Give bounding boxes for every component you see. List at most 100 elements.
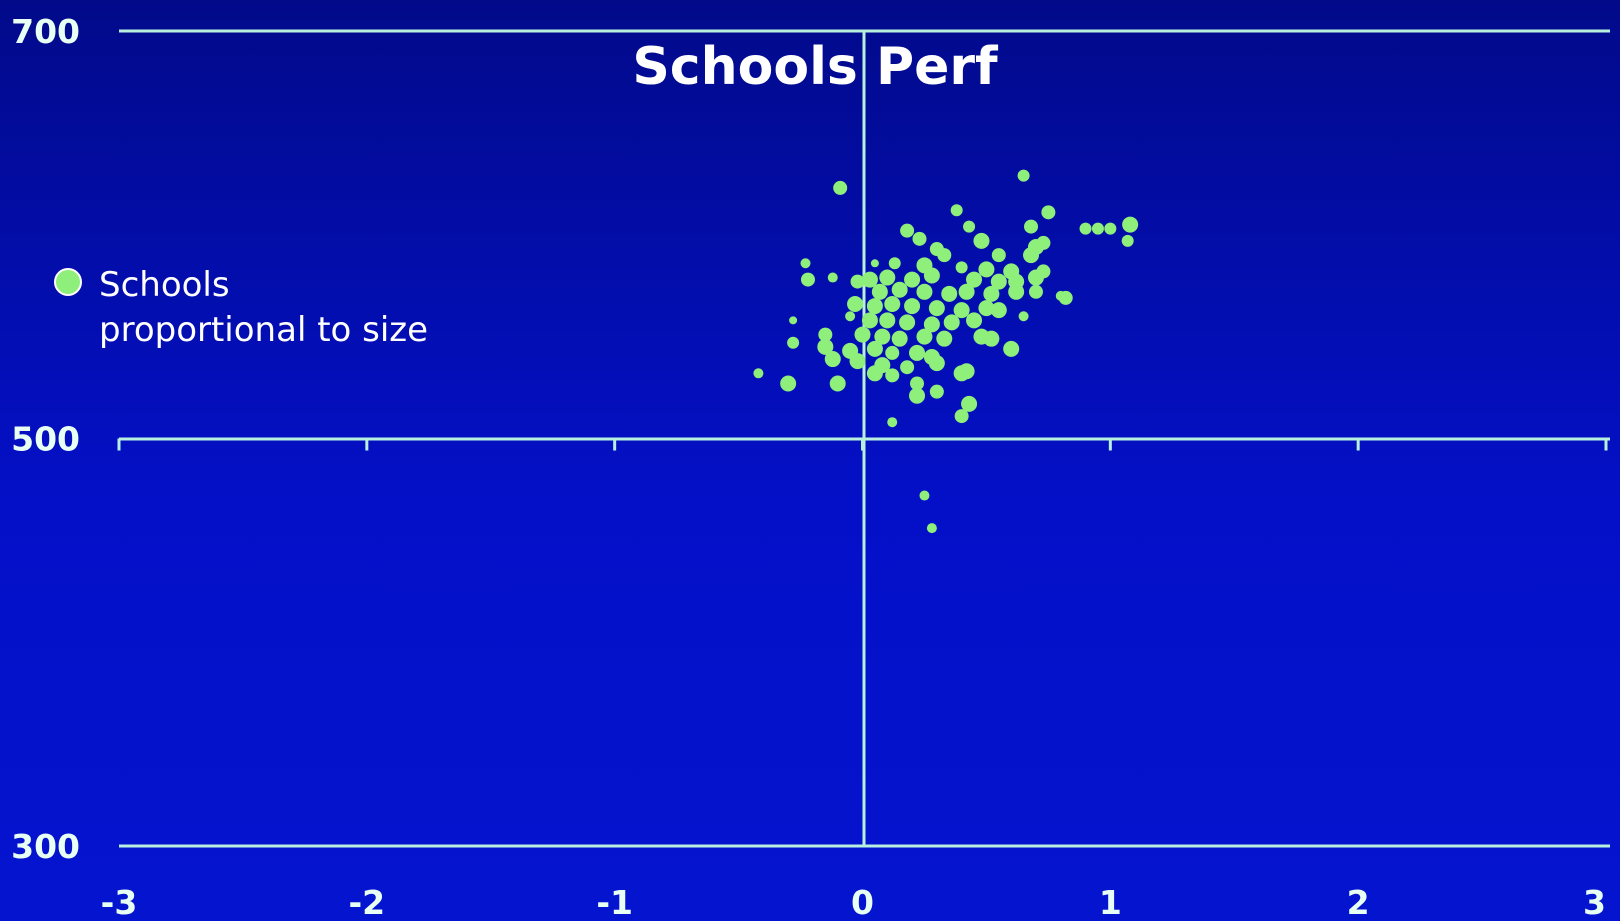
data-point (753, 368, 764, 379)
data-point (1036, 235, 1051, 250)
data-point (1058, 290, 1073, 305)
data-point (919, 490, 930, 501)
data-point (861, 312, 878, 329)
data-point (936, 330, 953, 347)
data-point (866, 298, 883, 315)
data-point (824, 351, 841, 368)
data-point (904, 298, 921, 315)
data-point (958, 363, 975, 380)
data-point (891, 330, 908, 347)
data-point (849, 353, 866, 370)
data-point (818, 327, 833, 342)
legend-label-line1: Schools (99, 265, 230, 305)
chart-title: Schools Perf (632, 37, 999, 97)
data-point (973, 232, 990, 249)
legend: Schools proportional to size (54, 265, 428, 350)
data-point (789, 316, 798, 325)
data-point (991, 248, 1006, 263)
legend-marker (54, 268, 82, 296)
data-point (780, 375, 797, 392)
data-point (874, 328, 891, 345)
data-point (923, 316, 940, 333)
x-tick-label: -3 (101, 883, 138, 921)
data-point (1018, 311, 1029, 322)
x-tick-label: -1 (596, 883, 633, 921)
data-point (1122, 216, 1139, 233)
data-point (1023, 247, 1040, 264)
data-point (910, 376, 925, 391)
data-point (899, 314, 916, 331)
data-point (850, 274, 865, 289)
data-point (941, 285, 958, 302)
data-point (916, 283, 933, 300)
y-tick-label: 300 (11, 827, 80, 866)
data-point (1008, 283, 1025, 300)
data-point (817, 338, 834, 355)
data-point (800, 258, 811, 269)
x-tick-label: -2 (348, 883, 385, 921)
data-point (1041, 205, 1056, 220)
data-point (870, 259, 879, 268)
data-point (1017, 169, 1030, 182)
data-point (963, 220, 976, 233)
data-point (1104, 222, 1117, 235)
data-point (953, 302, 970, 319)
data-point (943, 314, 960, 331)
data-point (845, 311, 856, 322)
data-point (900, 223, 915, 238)
data-point (879, 269, 896, 286)
data-point (950, 204, 963, 217)
data-point (885, 345, 900, 360)
data-point (983, 285, 1000, 302)
data-point (1121, 234, 1134, 247)
y-tick-label: 700 (11, 12, 80, 51)
x-tick-label: 1 (1099, 883, 1122, 921)
data-point (854, 326, 871, 343)
data-point (912, 231, 927, 246)
data-point (866, 365, 883, 382)
data-point (884, 296, 901, 313)
data-point (827, 272, 838, 283)
data-point (978, 261, 995, 278)
data-point (1028, 284, 1043, 299)
data-point (909, 344, 926, 361)
data-point (916, 328, 933, 345)
data-point (990, 273, 1007, 290)
data-point (978, 300, 995, 317)
data-point (861, 271, 878, 288)
data-point (888, 257, 901, 270)
data-point (829, 375, 846, 392)
data-point (929, 384, 944, 399)
y-tick-label: 500 (11, 420, 80, 459)
data-point (966, 312, 983, 329)
data-point (928, 355, 945, 372)
data-point (961, 395, 978, 412)
data-point (1003, 340, 1020, 357)
data-point (955, 261, 968, 274)
x-tick-label: 3 (1583, 883, 1606, 921)
data-point (885, 368, 900, 383)
data-point (866, 340, 883, 357)
data-point (990, 302, 1007, 319)
data-point (923, 267, 940, 284)
data-point (887, 417, 898, 428)
legend-label-line2: proportional to size (99, 310, 428, 350)
data-point (833, 180, 848, 195)
data-point (958, 283, 975, 300)
data-point (928, 300, 945, 317)
y-tick-labels: 700 500 300 (11, 12, 80, 866)
data-points (753, 169, 1139, 534)
x-tick-label: 0 (851, 883, 874, 921)
data-point (1024, 219, 1039, 234)
data-point (787, 336, 800, 349)
data-point (891, 281, 908, 298)
data-point (926, 523, 937, 534)
x-ticks (117, 438, 1608, 451)
data-point (983, 330, 1000, 347)
data-point (871, 283, 888, 300)
x-tick-label: 2 (1347, 883, 1370, 921)
data-point (1091, 222, 1104, 235)
data-point (966, 271, 983, 288)
data-point (1079, 222, 1092, 235)
